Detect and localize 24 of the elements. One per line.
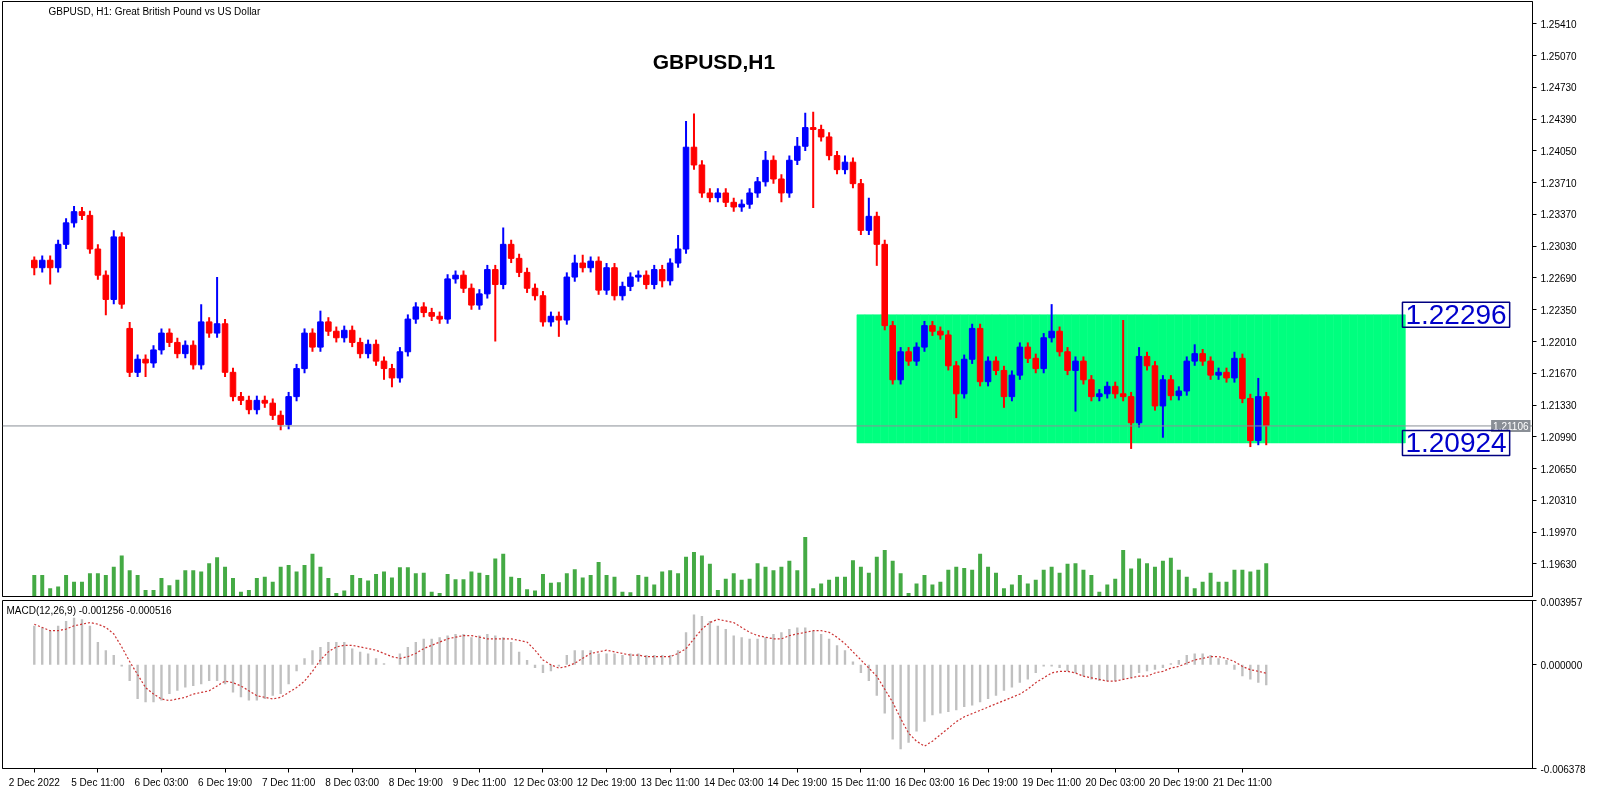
x-tick-label: 7 Dec 11:00 <box>262 776 316 788</box>
y-tick-label: 0.000000 <box>1540 659 1583 671</box>
annotation: MACD(12,26,9) -0.001256 -0.000516 <box>6 604 173 616</box>
y-tick-label: 0.003957 <box>1540 596 1583 608</box>
x-tick-label: 16 Dec 03:00 <box>894 776 955 788</box>
x-tick-label: 20 Dec 19:00 <box>1149 776 1209 788</box>
x-tick-label: 9 Dec 11:00 <box>452 776 507 788</box>
x-tick-label: 2 Dec 2022 <box>8 776 61 788</box>
x-tick-label: 8 Dec 03:00 <box>325 776 380 788</box>
x-tick-label: 19 Dec 11:00 <box>1022 776 1082 788</box>
x-tick-label: 14 Dec 03:00 <box>703 776 764 788</box>
x-tick-label: 5 Dec 11:00 <box>71 776 125 788</box>
x-tick-label: 14 Dec 19:00 <box>767 776 828 788</box>
x-tick-label: 16 Dec 19:00 <box>958 776 1019 788</box>
x-tick-label: 12 Dec 19:00 <box>576 776 637 788</box>
x-tick-label: 21 Dec 11:00 <box>1213 776 1273 788</box>
x-tick-label: 15 Dec 11:00 <box>831 776 891 788</box>
x-tick-label: 12 Dec 03:00 <box>513 776 574 788</box>
x-tick-label: 8 Dec 19:00 <box>388 776 444 788</box>
x-tick-label: 6 Dec 19:00 <box>198 776 253 788</box>
x-tick-label: 20 Dec 03:00 <box>1085 776 1146 788</box>
x-tick-label: 6 Dec 03:00 <box>134 776 189 788</box>
y-tick-label: -0.006378 <box>1540 763 1586 775</box>
x-tick-label: 13 Dec 11:00 <box>640 776 700 788</box>
